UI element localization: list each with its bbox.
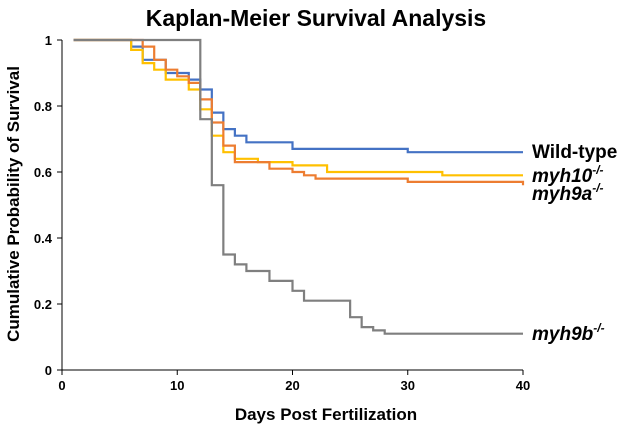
- x-tick-label: 30: [401, 378, 415, 393]
- x-axis-title: Days Post Fertilization: [235, 405, 417, 424]
- y-ticks: 0 0.2 0.4 0.6 0.8 1: [34, 33, 62, 378]
- series-line-myh9b: [73, 38, 523, 335]
- y-axis-title: Cumulative Probability of Survival: [4, 66, 23, 342]
- series-label-myh10: myh10-/-: [532, 163, 604, 187]
- series-label-superscript: -/-: [592, 181, 603, 195]
- y-tick-label: 0.4: [34, 231, 53, 246]
- x-tick-label: 20: [285, 378, 299, 393]
- series-label-superscript: -/-: [593, 321, 604, 335]
- y-tick-label: 0.8: [34, 99, 52, 114]
- series-label-myh9a: myh9a-/-: [532, 181, 604, 205]
- series-label-main: Wild-type: [532, 142, 617, 163]
- y-tick-label: 0.6: [34, 165, 52, 180]
- series-line-myh10: [73, 38, 523, 177]
- y-tick-label: 1: [45, 33, 52, 48]
- series-label-wild-type: Wild-type: [532, 142, 617, 163]
- series-label-main: myh10: [532, 166, 593, 187]
- x-ticks: 0 10 20 30 40: [58, 370, 530, 393]
- y-tick-label: 0.2: [34, 297, 52, 312]
- series-group: [73, 38, 525, 335]
- x-tick-label: 10: [170, 378, 184, 393]
- chart-title: Kaplan-Meier Survival Analysis: [146, 5, 486, 31]
- x-tick-label: 40: [516, 378, 530, 393]
- series-label-myh9b: myh9b-/-: [532, 321, 605, 345]
- series-line-myh9a: [73, 38, 525, 186]
- series-label-superscript: -/-: [592, 163, 603, 177]
- x-tick-label: 0: [58, 378, 65, 393]
- series-label-main: myh9a: [532, 184, 593, 205]
- series-label-main: myh9b: [532, 324, 594, 345]
- series-line-wild-type: [73, 38, 523, 154]
- y-tick-label: 0: [45, 363, 52, 378]
